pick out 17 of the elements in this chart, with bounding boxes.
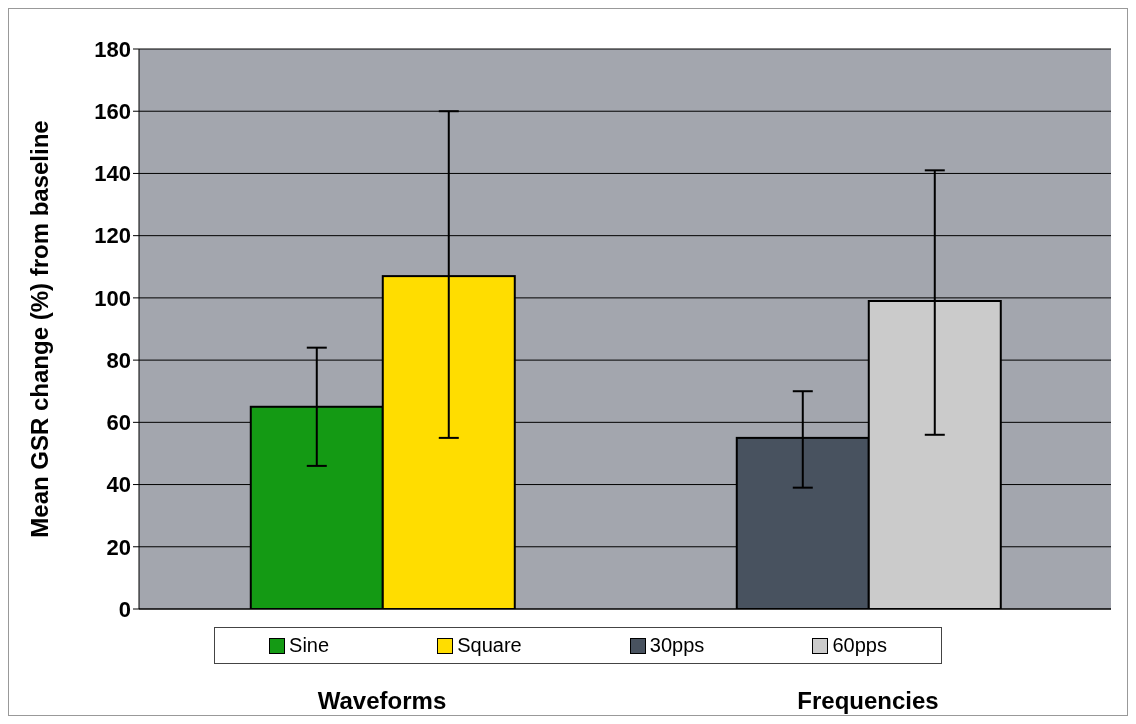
y-tick-label: 160	[94, 99, 131, 125]
x-tick-label: Frequencies	[797, 687, 939, 714]
y-tick-label: 40	[106, 472, 131, 498]
y-tick-label: 80	[106, 347, 131, 373]
y-axis-title: Mean GSR change (%) from baseline	[25, 120, 53, 538]
legend-label: 30pps	[648, 634, 705, 657]
legend-label: 60pps	[831, 634, 887, 657]
y-tick-label: 0	[118, 596, 131, 622]
y-tick-label: 140	[94, 161, 131, 187]
y-tick-label: 20	[106, 534, 131, 560]
y-tick-label: 60	[106, 410, 131, 436]
legend-label: Sine	[288, 634, 330, 657]
y-tick-label: 120	[94, 223, 131, 249]
legend-label: Square	[456, 634, 522, 657]
y-tick-label: 180	[94, 36, 131, 62]
x-tick-label: Waveforms	[317, 687, 447, 714]
y-tick-label: 100	[94, 285, 131, 311]
